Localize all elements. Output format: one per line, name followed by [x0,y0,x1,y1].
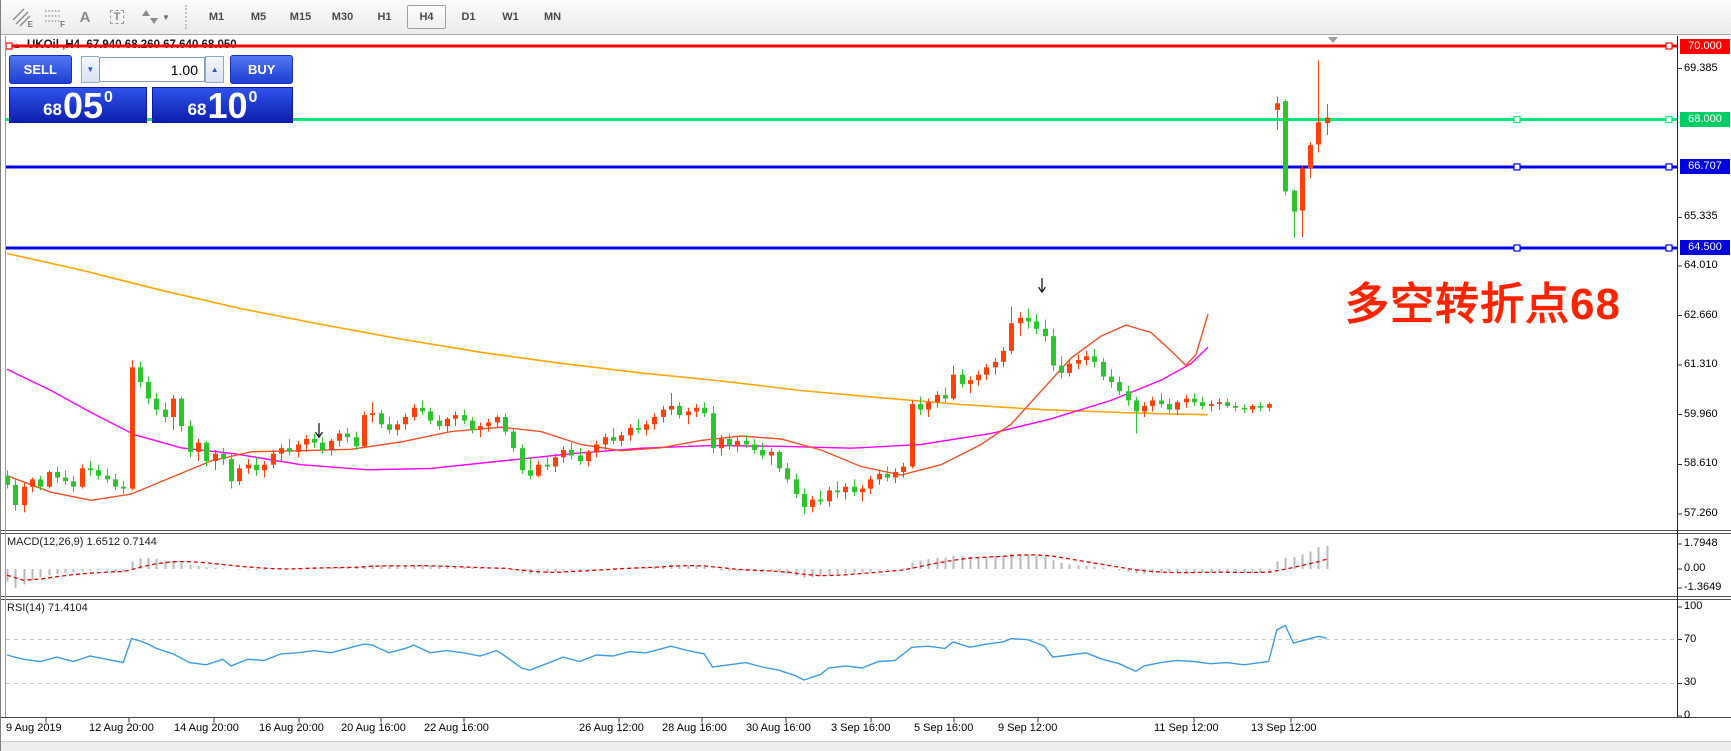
sell-price-main: 05 [62,85,104,127]
label-tool-icon[interactable]: T [103,4,131,30]
buy-price-main: 10 [207,85,248,127]
annotation-text[interactable]: 多空转折点68 [1345,280,1621,329]
one-click-trading-panel: SELL ▼ ▲ BUY 68 05 0 68 10 0 [9,55,293,127]
equidistant-channel-tool-icon[interactable]: E [7,4,35,30]
rsi-panel [6,624,1677,684]
panel-borders [1,36,1731,751]
tool-glyph: F [60,20,65,29]
buy-button[interactable]: BUY [230,55,293,84]
timeframe-button-h4[interactable]: H4 [407,5,446,29]
timeframe-group: M1 M5 M15 M30 H1 H4 D1 W1 MN [197,5,575,29]
latest-bar-marker-icon [1328,37,1338,43]
buy-price-panel[interactable]: 68 10 0 [152,85,293,127]
timeframe-button-h1[interactable]: H1 [377,11,392,23]
candlesticks [5,60,1330,515]
volume-increase-button[interactable]: ▲ [205,56,225,83]
macd-panel [6,545,1329,589]
axis-ticks [45,68,1682,723]
tool-glyph: E [27,20,33,29]
timeframe-button-w1[interactable]: W1 [502,11,519,23]
timeframe-button-d1[interactable]: D1 [461,11,476,23]
moving-averages [6,252,1209,502]
arrow-objects-tool-icon[interactable]: ▼ [135,4,175,30]
buy-price-int: 68 [187,100,207,119]
timeframe-button-m30[interactable]: M30 [331,11,354,23]
macd-indicator-label: MACD(12,26,9) 1.6512 0.7144 [7,536,157,548]
arrow-down-objects[interactable] [314,278,1047,439]
text-tool-icon[interactable]: A [79,8,91,26]
sell-price-int: 68 [43,100,62,119]
timeframe-button-m15[interactable]: M15 [289,11,312,23]
toolbar-separator [185,5,187,29]
sell-button[interactable]: SELL [9,55,72,84]
timeframe-button-m1[interactable]: M1 [208,11,225,23]
timeframe-button-m5[interactable]: M5 [250,11,267,23]
volume-decrease-button[interactable]: ▼ [80,56,99,83]
buy-price-pip: 0 [248,89,258,106]
sell-price-panel[interactable]: 68 05 0 [9,85,147,127]
timeframe-button-mn[interactable]: MN [543,11,562,23]
dropdown-caret-icon: ▼ [162,12,170,22]
fibonacci-tool-icon[interactable]: F [39,4,67,30]
sell-price-pip: 0 [104,89,113,106]
rsi-indicator-label: RSI(14) 71.4104 [7,602,88,614]
volume-input[interactable] [99,57,205,82]
toolbar: E F A T ▼ M1 M5 M15 M30 H1 H4 D1 W1 MN [1,0,1731,35]
